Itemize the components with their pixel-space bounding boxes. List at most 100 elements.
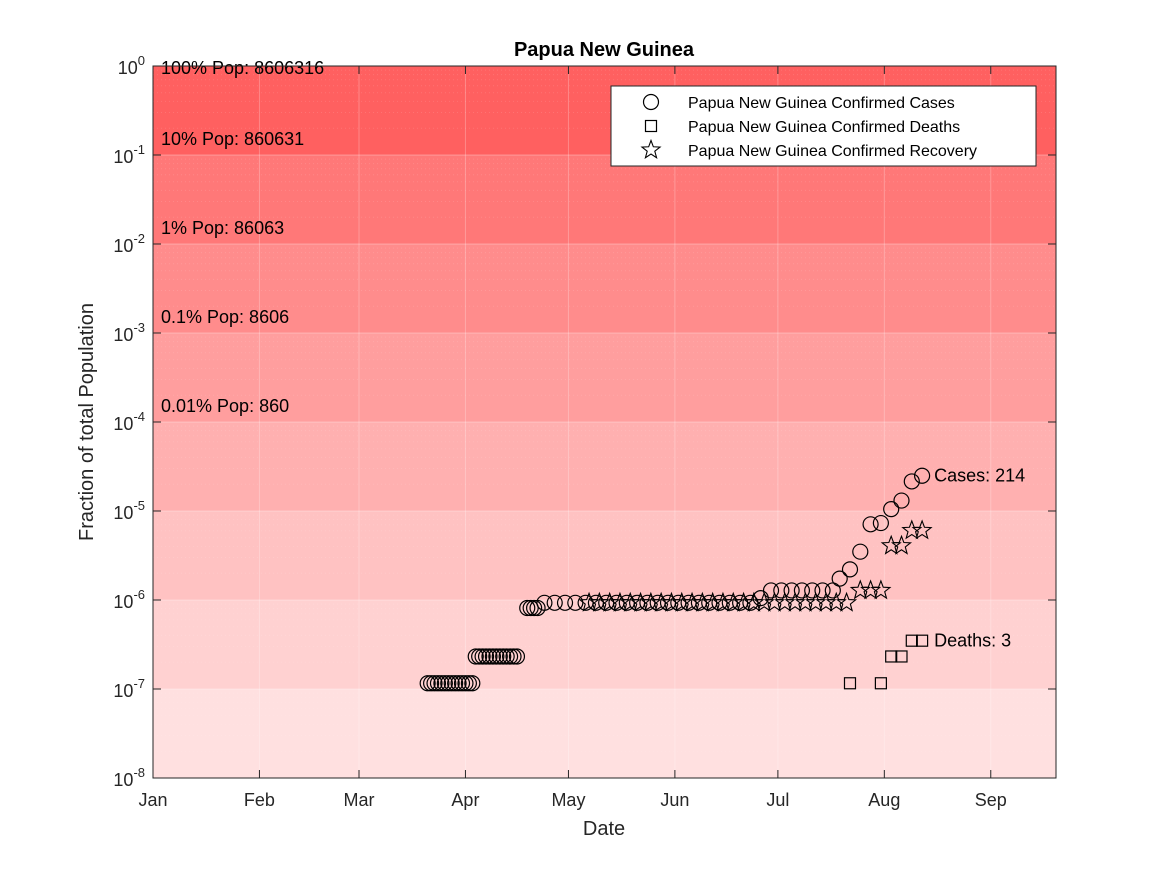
band-5 xyxy=(153,244,1056,333)
circle-point xyxy=(831,570,848,587)
x-tick-label: Jun xyxy=(660,790,689,810)
circle-point xyxy=(508,648,526,665)
y-tick-label: 10-4 xyxy=(113,409,145,434)
circle-point xyxy=(903,473,920,490)
circle-point xyxy=(598,594,615,611)
legend-entry-label: Papua New Guinea Confirmed Cases xyxy=(688,95,955,112)
population-bands xyxy=(153,66,1056,778)
legend-circle-marker xyxy=(642,93,660,111)
band-3 xyxy=(153,422,1056,511)
circle-point xyxy=(474,648,491,665)
circle-point xyxy=(481,648,498,665)
band-0 xyxy=(153,689,1056,778)
band-label: 0.01% Pop: 860 xyxy=(161,396,289,416)
circle-point xyxy=(519,599,536,617)
circle-point xyxy=(752,590,769,607)
circle-point xyxy=(608,594,625,611)
circle-point xyxy=(436,675,453,692)
y-tick-label: 10-8 xyxy=(113,765,145,790)
circle-point xyxy=(773,582,790,599)
end-annotation: Deaths: 3 xyxy=(934,631,1011,651)
square-point xyxy=(895,650,908,663)
series-star xyxy=(578,519,933,612)
x-axis-ticks: Jan Feb Mar Apr May Jun Jul Aug Sep xyxy=(138,66,1007,810)
circle-point xyxy=(526,599,543,617)
star-point xyxy=(911,519,933,540)
circle-point xyxy=(419,675,436,692)
circle-point xyxy=(467,648,484,665)
circle-point xyxy=(440,675,457,692)
band-6 xyxy=(153,155,1056,244)
circle-point xyxy=(824,582,841,599)
legend-star-marker xyxy=(640,138,662,159)
circle-point xyxy=(447,675,464,692)
circle-point xyxy=(491,648,508,665)
square-point xyxy=(915,634,929,647)
circle-point xyxy=(556,594,574,611)
x-tick-label: Apr xyxy=(451,790,479,810)
circle-point xyxy=(841,561,859,578)
circle-point xyxy=(639,594,656,611)
star-point xyxy=(870,579,892,600)
square-point xyxy=(905,634,918,647)
circle-point xyxy=(522,599,539,617)
annotations: Cases: 214 Deaths: 3 xyxy=(934,466,1025,651)
y-tick-label: 10-7 xyxy=(113,676,145,701)
x-tick-label: May xyxy=(551,790,585,810)
x-tick-label: Jul xyxy=(766,790,789,810)
x-tick-label: Sep xyxy=(975,790,1007,810)
data-series xyxy=(419,467,933,692)
band-labels: 100% Pop: 8606316 10% Pop: 860631 1% Pop: … xyxy=(161,58,324,416)
circle-point xyxy=(453,675,471,692)
circle-point xyxy=(793,582,811,599)
band-label: 10% Pop: 860631 xyxy=(161,129,304,149)
star-point xyxy=(836,591,858,612)
band-label: 100% Pop: 8606316 xyxy=(161,58,324,78)
circle-point xyxy=(501,648,519,665)
legend: Papua New Guinea Confirmed Cases Papua Ne… xyxy=(610,85,1037,167)
circle-point xyxy=(443,675,460,692)
circle-point xyxy=(913,467,931,484)
circle-point xyxy=(433,675,450,692)
y-tick-label: 100 xyxy=(118,53,145,78)
square-point xyxy=(843,677,857,690)
circle-point xyxy=(804,582,821,599)
band-4 xyxy=(153,333,1056,422)
legend-square-marker xyxy=(644,119,658,133)
y-tick-label: 10-5 xyxy=(113,498,145,523)
legend-entry-label: Papua New Guinea Confirmed Recovery xyxy=(688,143,977,160)
circle-point xyxy=(460,675,477,692)
circle-point xyxy=(457,675,474,692)
legend-entry-label: Papua New Guinea Confirmed Deaths xyxy=(688,119,960,136)
circle-point xyxy=(783,582,800,599)
star-point xyxy=(890,534,913,555)
circle-point xyxy=(498,648,515,665)
circle-point xyxy=(629,594,646,611)
square-point xyxy=(874,677,887,690)
y-tick-label: 10-6 xyxy=(113,587,145,612)
band-2 xyxy=(153,511,1056,600)
circle-point xyxy=(505,648,522,665)
circle-point xyxy=(852,543,869,560)
circle-point xyxy=(587,594,605,611)
circle-point xyxy=(450,675,467,692)
chart-title: Papua New Guinea xyxy=(514,39,695,61)
legend-box xyxy=(610,85,1037,167)
circle-point xyxy=(618,594,635,611)
circle-point xyxy=(649,594,666,611)
band-1 xyxy=(153,600,1056,689)
square-point xyxy=(885,650,898,663)
circle-point xyxy=(883,501,900,518)
circle-point xyxy=(872,514,889,532)
end-annotation: Cases: 214 xyxy=(934,466,1025,486)
y-tick-label: 10-1 xyxy=(113,142,145,167)
band-label: 0.1% Pop: 8606 xyxy=(161,307,289,327)
circle-point xyxy=(429,675,447,692)
series-square xyxy=(843,634,929,690)
circle-point xyxy=(426,675,443,692)
circle-point xyxy=(464,675,481,692)
circle-point xyxy=(423,675,440,692)
circle-point xyxy=(862,516,879,533)
band-label: 1% Pop: 86063 xyxy=(161,218,284,238)
y-axis-label: Fraction of total Population xyxy=(76,303,98,541)
